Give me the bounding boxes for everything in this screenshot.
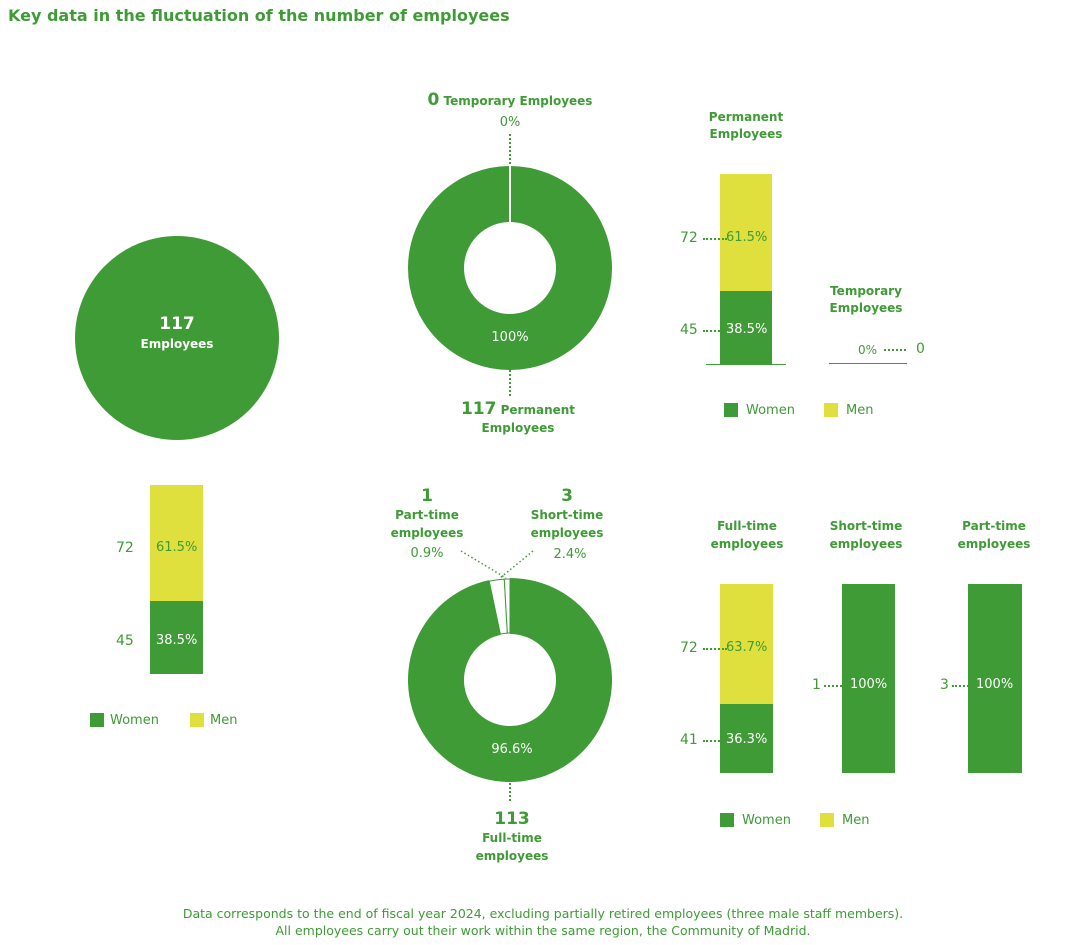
permanent-donut-pct: 100% bbox=[491, 330, 529, 345]
footer-note-2: All employees carry out their work withi… bbox=[275, 923, 811, 938]
total-value: 117 bbox=[159, 314, 195, 334]
legend-men-swatch bbox=[820, 813, 834, 827]
legend-women-swatch bbox=[90, 713, 104, 727]
total-employees-circle bbox=[75, 236, 279, 440]
bar-women bbox=[150, 601, 203, 674]
bar-permanent-men bbox=[720, 174, 772, 291]
total-label: Employees bbox=[140, 337, 214, 351]
page-title: Key data in the fluctuation of the numbe… bbox=[8, 6, 510, 25]
temporary-donut-pct: 0% bbox=[499, 115, 521, 130]
legend-men-swatch bbox=[190, 713, 204, 727]
leader-line-part-time bbox=[460, 550, 507, 579]
legend-men-swatch bbox=[824, 403, 838, 417]
legend-women-swatch bbox=[724, 403, 738, 417]
bar-fulltime-men bbox=[720, 584, 773, 705]
temporary-donut-label: 0 Temporary Employees bbox=[427, 90, 593, 110]
bar-shorttime-women bbox=[842, 584, 895, 773]
donut-segment-full-time bbox=[407, 578, 612, 782]
leader-line bbox=[509, 350, 511, 396]
donut-segment-part-time bbox=[503, 578, 511, 634]
bar-permanent-women bbox=[720, 290, 772, 364]
leader-line bbox=[509, 134, 511, 164]
bar-fulltime-women bbox=[720, 704, 773, 773]
leader-line-short-time bbox=[499, 550, 534, 579]
bar-parttime-women bbox=[968, 584, 1022, 773]
legend-women-swatch bbox=[720, 813, 734, 827]
footer-note-1: Data corresponds to the end of fiscal ye… bbox=[182, 906, 904, 921]
bar-men bbox=[150, 485, 203, 602]
